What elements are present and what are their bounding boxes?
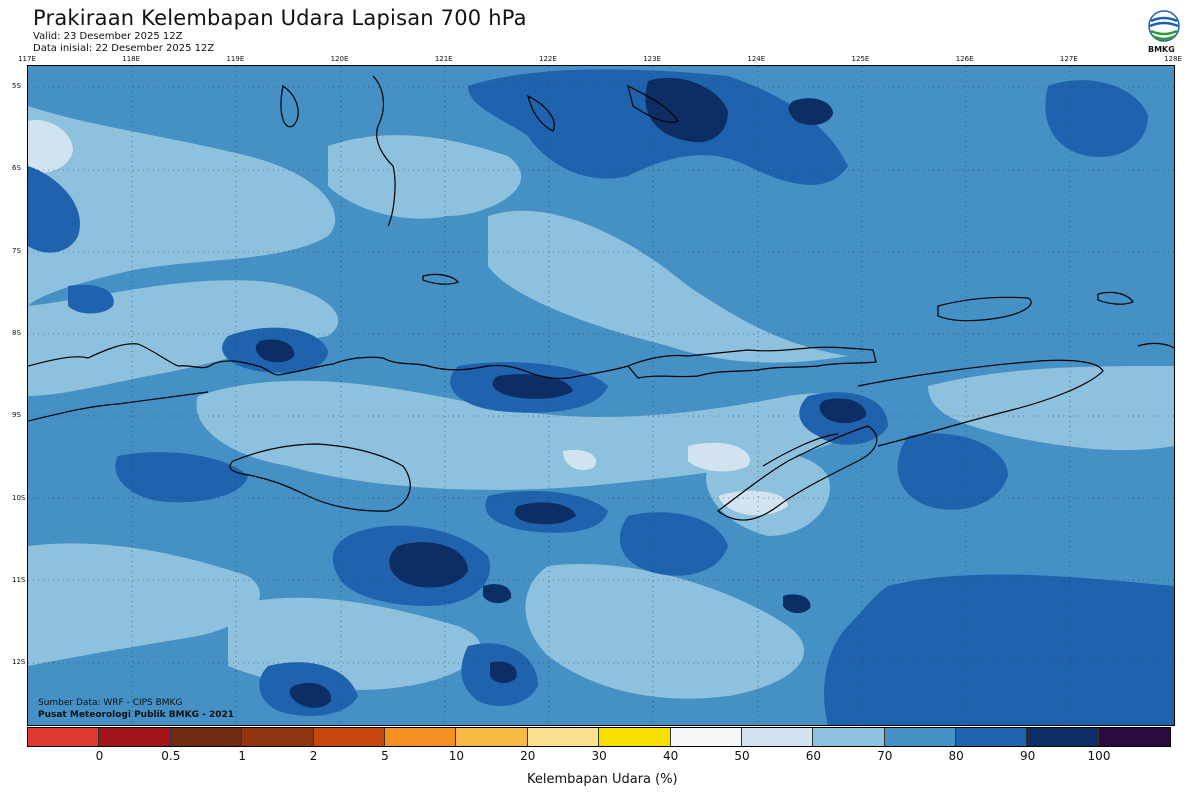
coastlines (28, 75, 1174, 521)
colorbar-tick: 5 (381, 749, 389, 763)
colorbar-label: Kelembapan Udara (%) (527, 772, 678, 787)
lat-label: 10S (12, 493, 26, 502)
initial-time: Data inisial: 22 Desember 2025 12Z (33, 43, 215, 54)
colorbar-tick: 70 (877, 749, 893, 763)
colorbar-segment (99, 728, 171, 746)
graticule (28, 66, 1174, 725)
lon-label: 127E (1059, 55, 1078, 63)
colorbar-segment (956, 728, 1028, 746)
colorbar-segment (599, 728, 671, 746)
lon-label: 117E (18, 55, 36, 63)
colorbar-tick: 90 (1019, 749, 1036, 763)
map-title: Prakiraan Kelembapan Udara Lapisan 700 h… (33, 6, 527, 30)
colorbar-segment (1098, 728, 1171, 746)
colorbar-tick: 100 (1087, 749, 1111, 763)
colorbar-tick: 0.5 (161, 749, 181, 763)
colorbar-tick: 20 (520, 749, 536, 763)
lat-label: 11S (12, 575, 26, 584)
colorbar-tick: 40 (662, 749, 679, 763)
colorbar-tick: 60 (805, 749, 822, 763)
colorbar-tick: 0 (95, 749, 104, 763)
colorbar-tick: 2 (309, 749, 318, 763)
colorbar-segment (313, 728, 385, 746)
lat-label: 6S (12, 164, 21, 173)
lon-label: 121E (434, 55, 453, 63)
bmkg-logo-text: BMKG (1148, 45, 1175, 54)
lon-label: 126E (955, 55, 974, 63)
colorbar-tick: 50 (734, 749, 750, 763)
lat-label: 7S (12, 246, 21, 255)
colorbar-segment (813, 728, 885, 746)
field-50-60 (28, 120, 788, 516)
colorbar-segment (884, 728, 957, 746)
humidity-map (27, 65, 1175, 726)
lat-label: 12S (12, 658, 26, 667)
lon-label: 118E (122, 55, 141, 63)
lon-label: 119E (226, 55, 245, 63)
lon-label: 123E (643, 55, 661, 63)
lat-label: 8S (12, 328, 21, 337)
lon-label: 124E (747, 55, 766, 63)
colorbar-segment (1027, 728, 1099, 746)
colorbar-segment (28, 728, 100, 746)
colorbar-tick: 10 (448, 749, 465, 763)
bmkg-logo-icon (1144, 9, 1184, 57)
colorbar-tick: 80 (948, 749, 964, 763)
lat-label: 9S (12, 411, 21, 420)
lon-label: 125E (851, 55, 870, 63)
colorbar-segment (384, 728, 457, 746)
colorbar-segment (741, 728, 814, 746)
colorbar-segment (242, 728, 314, 746)
colorbar-tick: 30 (591, 749, 607, 763)
source-text: Sumber Data: WRF - CIPS BMKG (38, 698, 183, 708)
colorbar-segment (527, 728, 600, 746)
lat-label: 5S (12, 82, 21, 90)
colorbar-segment (170, 728, 243, 746)
colorbar-tick: 1 (238, 749, 247, 763)
lon-label: 122E (539, 55, 557, 63)
colorbar-segment (456, 728, 528, 746)
colorbar-segment (670, 728, 742, 746)
credit-text: Pusat Meteorologi Publik BMKG - 2021 (38, 710, 235, 720)
valid-time: Valid: 23 Desember 2025 12Z (33, 31, 183, 42)
lon-label: 128E (1164, 55, 1182, 63)
field-90-100 (255, 77, 867, 708)
colorbar (27, 727, 1172, 747)
lon-label: 120E (330, 55, 349, 63)
